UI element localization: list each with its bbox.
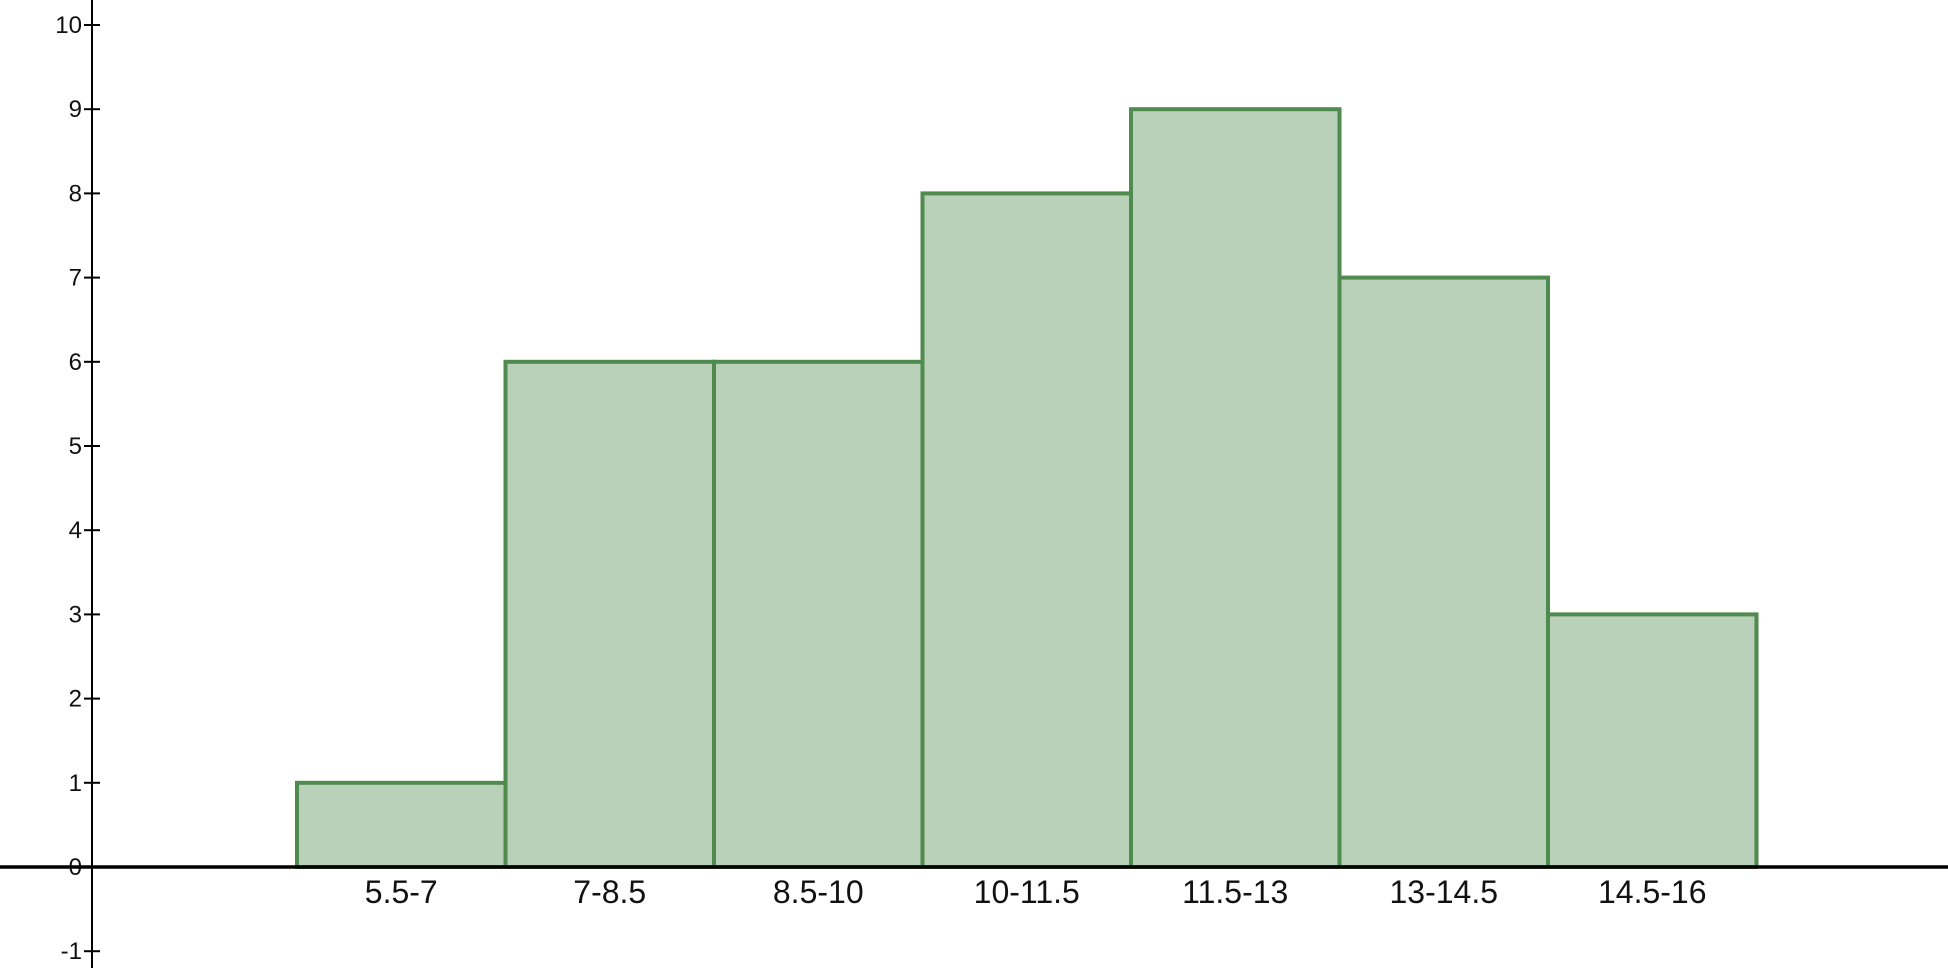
category-label: 5.5-7 <box>365 874 438 910</box>
y-tick-label: 5 <box>69 433 82 460</box>
y-tick-label: 4 <box>69 517 82 544</box>
y-tick-label: 8 <box>69 180 82 207</box>
bars <box>295 107 1759 870</box>
bar-10-11.5 <box>920 191 1133 869</box>
y-tick-label: 3 <box>69 601 82 628</box>
bar-5.5-7 <box>295 780 508 869</box>
category-label: 7-8.5 <box>573 874 646 910</box>
bar-13-14.5 <box>1337 275 1550 870</box>
bar-7-8.5 <box>503 359 716 869</box>
y-tick-label: 1 <box>69 770 82 797</box>
y-tick-label: 9 <box>69 96 82 123</box>
category-label: 11.5-13 <box>1182 874 1288 910</box>
y-tick-label: -1 <box>61 938 82 965</box>
y-tick-label: 10 <box>55 12 82 39</box>
bar-14.5-16 <box>1546 612 1759 870</box>
y-tick-label: 7 <box>69 265 82 292</box>
y-tick-label: 6 <box>69 349 82 376</box>
bar-11.5-13 <box>1129 107 1342 869</box>
bar-8.5-10 <box>712 359 925 869</box>
category-label: 14.5-16 <box>1598 874 1707 910</box>
category-label: 8.5-10 <box>773 874 864 910</box>
y-tick-label: 2 <box>69 686 82 713</box>
y-axis-ticks: -1012345678910 <box>55 12 100 965</box>
category-labels: 5.5-7 7-8.5 8.5-10 10-11.5 11.5-13 13-14.5 14.… <box>365 874 1707 910</box>
category-label: 13-14.5 <box>1389 874 1498 910</box>
category-label: 10-11.5 <box>974 874 1080 910</box>
